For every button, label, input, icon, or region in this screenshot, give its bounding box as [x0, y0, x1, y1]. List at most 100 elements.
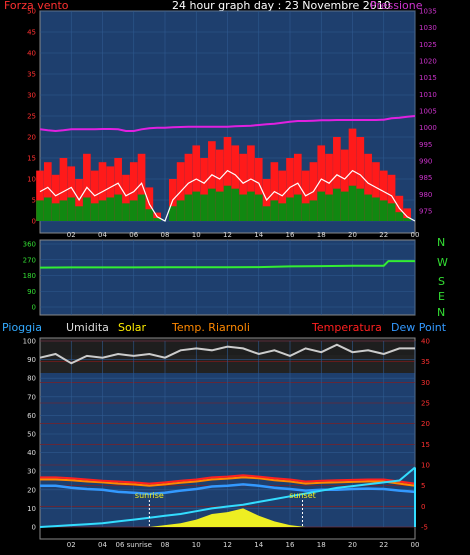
hour-tick-label: 20 [348, 541, 357, 549]
wind-axis-tick: 35 [27, 71, 36, 79]
gust-bar [372, 162, 380, 221]
wind-fill-bar [372, 197, 380, 221]
gust-bar [122, 174, 130, 221]
wind-fill-bar [75, 206, 83, 221]
wind-fill-bar [98, 200, 107, 221]
hour-tick-label: 22 [379, 541, 388, 549]
pressure-axis-tick: 1010 [419, 91, 437, 99]
temp-axis-tick: 30 [421, 379, 430, 387]
pressure-axis-tick: 1015 [419, 74, 437, 82]
gust-bar [51, 174, 60, 221]
hour-tick-label: 00 [411, 541, 420, 549]
graph-title: 24 hour graph day : 23 Novembre 2010 [172, 0, 391, 12]
percent-axis-tick: 70 [27, 393, 36, 401]
temp-axis-tick: 0 [421, 503, 425, 511]
wind-fill-bar [145, 209, 154, 221]
legend-temp-riarnoli: Temp. Riarnoli [171, 321, 250, 334]
hour-tick-label: 20 [348, 231, 357, 239]
gust-bar [36, 170, 44, 221]
percent-axis-tick: 0 [32, 524, 36, 532]
wind-fill-bar [59, 200, 68, 221]
solar-area [40, 508, 415, 527]
pressure-axis-tick: 990 [419, 158, 432, 166]
direction-axis-tick: 180 [23, 272, 36, 280]
gust-bar [364, 153, 372, 221]
temp-riarnoli-line [40, 476, 416, 487]
gust-bar [200, 158, 208, 221]
gust-bar [192, 145, 201, 221]
wind-axis-tick: 20 [27, 134, 36, 142]
gust-bar [43, 162, 52, 221]
percent-axis-tick: 90 [27, 356, 36, 364]
wind-fill-bar [43, 197, 52, 221]
pressure-axis-tick: 1020 [419, 58, 437, 66]
series [36, 115, 416, 528]
wind-axis-tick: 40 [27, 50, 36, 58]
wind-fill-bar [379, 200, 388, 221]
gust-bar [239, 153, 247, 221]
wind-fill-bar [223, 185, 232, 221]
wind-fill-bar [364, 194, 372, 221]
hour-tick-label: 16 [286, 541, 295, 549]
wind-fill-bar [254, 194, 263, 221]
wind-axis-tick: 50 [27, 8, 36, 16]
temp-axis-tick: 20 [421, 420, 430, 428]
percent-axis-tick: 50 [27, 431, 36, 439]
temp-axis-tick: 15 [421, 441, 430, 449]
sunrise-label: sunrise [135, 491, 164, 500]
hour-tick-label: 08 [161, 231, 170, 239]
compass-e: E [438, 290, 445, 303]
pressure-axis-tick: 980 [419, 191, 432, 199]
gust-bar [67, 166, 76, 221]
wind-fill-bar [184, 194, 193, 221]
percent-axis-tick: 30 [27, 468, 36, 476]
gust-bar [293, 153, 302, 221]
hour-tick-label: 12 [223, 231, 232, 239]
wind-fill-bar [122, 203, 130, 221]
wind-fill-bar [215, 191, 224, 221]
percent-axis-tick: 20 [27, 486, 36, 494]
pressure-axis-tick: 1005 [419, 108, 437, 116]
gust-bar [215, 149, 224, 221]
wind-axis-tick: 15 [27, 155, 36, 163]
dew-point-line [40, 483, 416, 496]
gust-bar [254, 158, 263, 221]
hour-tick-label: 12 [223, 541, 232, 549]
compass-w: W [437, 256, 448, 269]
wind-fill-bar [340, 191, 349, 221]
direction-axis-tick: 90 [27, 288, 36, 296]
wind-fill-bar [348, 185, 357, 221]
hour-tick-label: 00 [411, 231, 420, 239]
gust-bar [356, 137, 365, 221]
hour-tick-label: 02 [67, 231, 76, 239]
pressure-axis-tick: 1000 [419, 124, 437, 132]
wind-fill-bar [278, 203, 287, 221]
average-wind-line [39, 169, 416, 222]
wind-fill-bar [137, 194, 146, 221]
wind-fill-bar [325, 194, 333, 221]
hour-tick-label: 06 sunrise [116, 541, 152, 549]
hour-tick-label: 18 [317, 231, 326, 239]
gust-bar [379, 170, 388, 221]
wind-fill-bar [286, 197, 294, 221]
wind-fill-bar [176, 200, 185, 221]
temp-axis-tick: 5 [421, 482, 425, 490]
wind-fill-bar [83, 197, 91, 221]
percent-axis-tick: 80 [27, 375, 36, 383]
gust-bar [231, 145, 240, 221]
temp-axis-tick: 35 [421, 358, 430, 366]
legend-temperature: Temperatura [311, 321, 382, 334]
pressure-axis-tick: 1030 [419, 24, 437, 32]
wind-fill-bar [153, 218, 162, 221]
gust-bar [223, 137, 232, 221]
wind-axis-tick: 25 [27, 113, 36, 121]
wind-fill-bar [106, 197, 115, 221]
wind-fill-bar [333, 188, 341, 221]
hour-tick-label: 10 [192, 541, 201, 549]
pressure-axis-tick: 1025 [419, 41, 437, 49]
temperature-line [40, 474, 416, 485]
hour-tick-label: 04 [98, 541, 107, 549]
temp-axis-tick: 25 [421, 400, 430, 408]
